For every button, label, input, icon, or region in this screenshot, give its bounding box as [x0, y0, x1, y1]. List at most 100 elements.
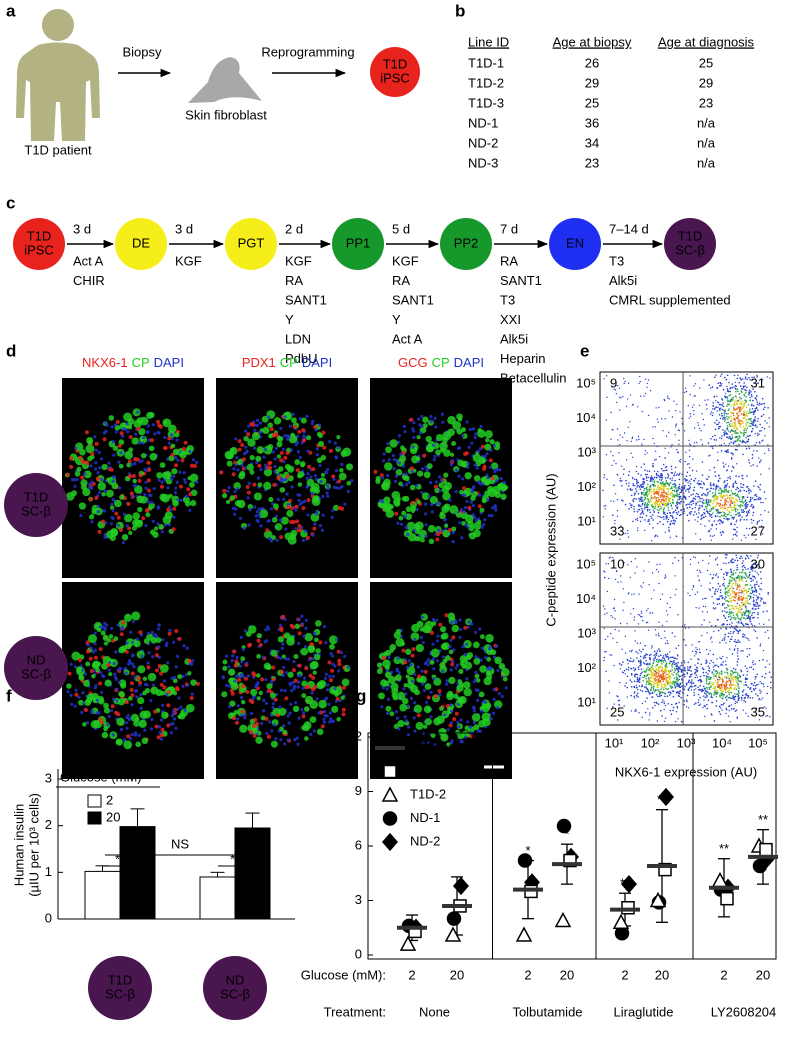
event-dot	[630, 679, 632, 681]
event-dot	[741, 398, 742, 399]
cell-dot	[142, 738, 149, 745]
event-dot	[651, 667, 653, 669]
cell-dot	[297, 642, 300, 645]
cell-dot	[190, 500, 196, 506]
cell-dot	[149, 699, 152, 702]
event-dot	[635, 651, 637, 653]
event-dot	[657, 419, 658, 420]
cell-dot	[297, 471, 304, 478]
cell-dot	[120, 683, 126, 689]
event-dot	[728, 430, 730, 432]
event-dot	[652, 665, 654, 667]
event-dot	[671, 508, 673, 510]
event-dot	[717, 452, 718, 453]
event-dot	[667, 643, 669, 645]
event-dot	[655, 499, 657, 501]
event-dot	[731, 434, 733, 436]
event-dot	[702, 502, 704, 504]
cell-dot	[412, 436, 415, 439]
event-dot	[676, 663, 678, 665]
stain-header: PDX1CPDAPI	[242, 355, 332, 370]
event-dot	[698, 480, 700, 482]
event-dot	[737, 418, 739, 420]
event-dot	[718, 493, 720, 495]
event-dot	[646, 515, 648, 517]
cell-dot	[298, 494, 301, 497]
cell-dot	[373, 470, 377, 474]
cell-dot	[74, 693, 78, 697]
event-dot	[637, 674, 639, 676]
event-dot	[746, 437, 747, 438]
event-dot	[762, 427, 763, 428]
cell-dot	[432, 657, 435, 660]
cell-dot	[118, 444, 122, 448]
event-dot	[655, 451, 656, 452]
event-dot	[642, 691, 644, 693]
event-dot	[666, 677, 668, 679]
event-dot	[716, 524, 718, 526]
cell-dot	[168, 632, 172, 636]
event-dot	[746, 506, 748, 508]
event-dot	[689, 456, 690, 457]
event-dot	[628, 536, 629, 537]
cell-dot	[137, 697, 144, 704]
cell-dot	[284, 689, 287, 692]
event-dot	[668, 485, 670, 487]
event-dot	[708, 442, 710, 444]
event-dot	[664, 470, 666, 472]
event-dot	[639, 649, 641, 651]
cell-dot	[282, 654, 286, 658]
event-dot	[752, 515, 753, 516]
cell-dot	[257, 464, 261, 468]
cell-dot	[178, 696, 181, 699]
event-dot	[691, 511, 692, 512]
cell-dot	[469, 725, 472, 728]
event-dot	[768, 448, 769, 449]
event-dot	[668, 410, 669, 411]
event-dot	[743, 519, 745, 521]
event-dot	[674, 678, 676, 680]
cell-dot	[111, 483, 118, 490]
step-factor: Alk5i	[500, 331, 528, 346]
event-dot	[669, 398, 670, 399]
event-dot	[749, 448, 751, 450]
cell-dot	[438, 483, 443, 488]
cell-dot	[451, 635, 455, 639]
cell-dot	[306, 477, 309, 480]
cell-dot	[110, 709, 113, 712]
cell-dot	[292, 668, 296, 672]
event-dot	[735, 424, 737, 426]
event-dot	[602, 490, 604, 492]
event-dot	[662, 430, 663, 431]
event-dot	[714, 396, 715, 397]
event-dot	[638, 669, 640, 671]
event-dot	[648, 415, 649, 416]
event-dot	[730, 494, 732, 496]
event-dot	[658, 512, 660, 514]
cell-dot	[411, 680, 414, 683]
event-dot	[752, 424, 754, 426]
event-dot	[733, 386, 735, 388]
cell-dot	[279, 624, 282, 627]
event-dot	[681, 486, 683, 488]
cell-dot	[75, 478, 78, 481]
event-dot	[630, 668, 632, 670]
event-dot	[759, 402, 761, 404]
cell-dot	[112, 454, 115, 457]
event-dot	[740, 408, 742, 410]
cell-dot	[88, 486, 91, 489]
cell-dot	[111, 425, 114, 428]
event-dot	[651, 687, 653, 689]
event-dot	[712, 492, 714, 494]
cell-dot	[407, 481, 410, 484]
cell-dot	[123, 513, 126, 516]
cell-dot	[293, 654, 298, 659]
event-dot	[717, 382, 719, 384]
cell-dot	[133, 484, 136, 487]
event-dot	[659, 521, 661, 523]
event-dot	[672, 499, 674, 501]
cell-dot	[120, 692, 126, 698]
event-dot	[752, 454, 754, 456]
event-dot	[630, 505, 632, 507]
